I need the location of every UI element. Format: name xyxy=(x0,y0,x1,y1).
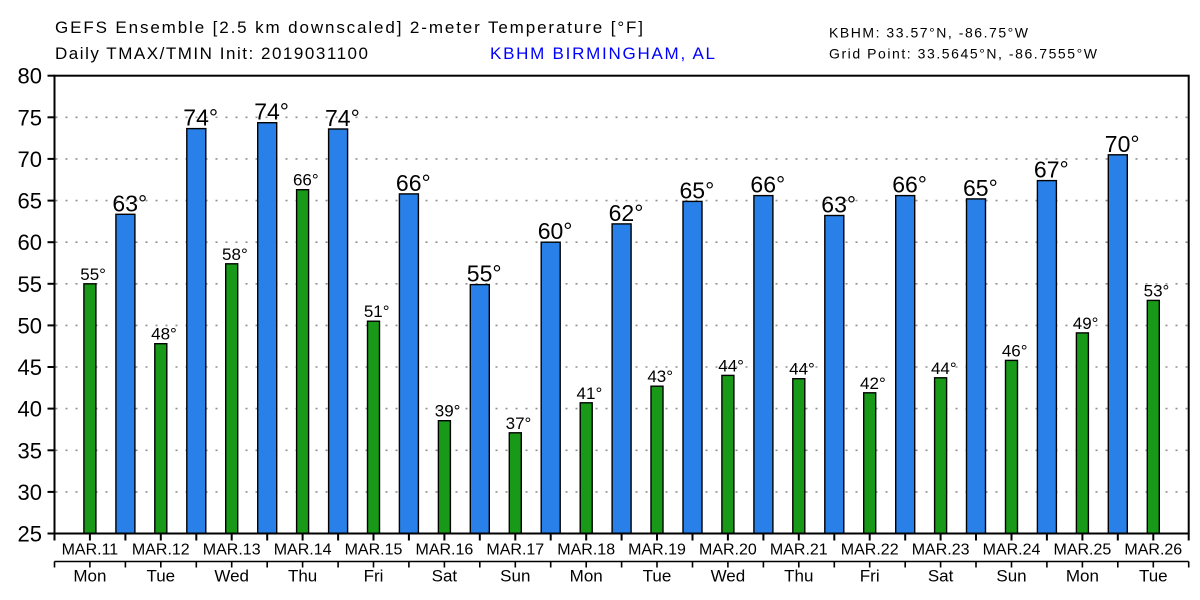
svg-text:MAR.25: MAR.25 xyxy=(1054,542,1112,559)
svg-text:Thu: Thu xyxy=(784,567,813,586)
svg-text:Mon: Mon xyxy=(73,567,106,586)
svg-text:MAR.26: MAR.26 xyxy=(1124,542,1182,559)
svg-text:Fri: Fri xyxy=(364,567,384,586)
svg-text:39°: 39° xyxy=(435,402,461,421)
svg-text:66°: 66° xyxy=(750,172,785,198)
svg-text:74°: 74° xyxy=(254,99,289,125)
svg-text:44°: 44° xyxy=(931,359,957,378)
svg-text:63°: 63° xyxy=(112,190,147,216)
svg-text:MAR.17: MAR.17 xyxy=(486,542,544,559)
svg-text:Sun: Sun xyxy=(500,567,530,586)
svg-text:44°: 44° xyxy=(789,360,815,379)
svg-text:62°: 62° xyxy=(609,200,644,226)
svg-text:65: 65 xyxy=(18,189,42,214)
svg-text:KBHM BIRMINGHAM, AL: KBHM BIRMINGHAM, AL xyxy=(490,44,715,63)
svg-text:67°: 67° xyxy=(1034,157,1069,183)
svg-text:Tue: Tue xyxy=(1139,567,1168,586)
svg-text:MAR.16: MAR.16 xyxy=(416,542,474,559)
svg-text:MAR.14: MAR.14 xyxy=(274,542,332,559)
svg-text:46°: 46° xyxy=(1002,341,1028,360)
svg-text:51°: 51° xyxy=(364,302,390,321)
svg-text:Tue: Tue xyxy=(146,567,175,586)
svg-text:70: 70 xyxy=(18,147,42,172)
svg-text:Fri: Fri xyxy=(860,567,880,586)
svg-text:60: 60 xyxy=(18,230,42,255)
svg-text:42°: 42° xyxy=(860,374,886,393)
svg-text:MAR.23: MAR.23 xyxy=(912,542,970,559)
svg-text:Mon: Mon xyxy=(570,567,603,586)
svg-text:43°: 43° xyxy=(647,367,673,386)
svg-text:37°: 37° xyxy=(506,414,532,433)
svg-text:MAR.22: MAR.22 xyxy=(841,542,899,559)
svg-text:MAR.15: MAR.15 xyxy=(345,542,403,559)
svg-text:30: 30 xyxy=(18,480,42,505)
svg-text:66°: 66° xyxy=(892,172,927,198)
svg-text:MAR.13: MAR.13 xyxy=(203,542,261,559)
svg-text:60°: 60° xyxy=(538,218,573,244)
svg-text:40: 40 xyxy=(18,397,42,422)
svg-text:55: 55 xyxy=(18,272,42,297)
svg-text:Tue: Tue xyxy=(643,567,672,586)
svg-text:66°: 66° xyxy=(293,171,319,190)
svg-text:MAR.12: MAR.12 xyxy=(132,542,190,559)
svg-text:50: 50 xyxy=(18,313,42,338)
svg-text:GEFS Ensemble [2.5 km downscal: GEFS Ensemble [2.5 km downscaled] 2-mete… xyxy=(55,18,643,37)
svg-text:Thu: Thu xyxy=(288,567,317,586)
svg-text:MAR.21: MAR.21 xyxy=(770,542,828,559)
svg-text:45: 45 xyxy=(18,355,42,380)
svg-text:Sat: Sat xyxy=(432,567,458,586)
svg-text:65°: 65° xyxy=(963,175,998,201)
svg-text:MAR.24: MAR.24 xyxy=(983,542,1041,559)
svg-text:KBHM: 33.57°N, -86.75°W: KBHM: 33.57°N, -86.75°W xyxy=(829,24,1029,40)
svg-text:Daily TMAX/TMIN Init: 20190311: Daily TMAX/TMIN Init: 2019031100 xyxy=(55,44,368,63)
svg-text:70°: 70° xyxy=(1105,131,1140,157)
svg-text:Sat: Sat xyxy=(928,567,954,586)
svg-text:Mon: Mon xyxy=(1066,567,1099,586)
svg-text:MAR.11: MAR.11 xyxy=(62,542,119,559)
svg-text:41°: 41° xyxy=(577,384,603,403)
svg-text:MAR.20: MAR.20 xyxy=(699,542,757,559)
svg-text:74°: 74° xyxy=(183,105,218,131)
svg-text:55°: 55° xyxy=(80,265,106,284)
svg-text:Wed: Wed xyxy=(711,567,746,586)
svg-text:25: 25 xyxy=(18,522,42,547)
svg-text:MAR.18: MAR.18 xyxy=(557,542,615,559)
svg-text:44°: 44° xyxy=(718,356,744,375)
svg-text:49°: 49° xyxy=(1073,314,1099,333)
svg-text:58°: 58° xyxy=(222,245,248,264)
svg-text:65°: 65° xyxy=(680,177,715,203)
svg-text:Grid Point: 33.5645°N, -86.755: Grid Point: 33.5645°N, -86.7555°W xyxy=(829,46,1098,62)
svg-text:53°: 53° xyxy=(1144,281,1170,300)
svg-text:66°: 66° xyxy=(396,170,431,196)
svg-text:55°: 55° xyxy=(467,261,502,287)
svg-text:74°: 74° xyxy=(325,105,360,131)
svg-text:Sun: Sun xyxy=(996,567,1026,586)
svg-text:75: 75 xyxy=(18,105,42,130)
svg-text:80: 80 xyxy=(18,64,42,89)
svg-text:MAR.19: MAR.19 xyxy=(628,542,686,559)
svg-text:48°: 48° xyxy=(151,325,177,344)
svg-text:63°: 63° xyxy=(821,192,856,218)
svg-text:Wed: Wed xyxy=(214,567,249,586)
svg-text:35: 35 xyxy=(18,438,42,463)
